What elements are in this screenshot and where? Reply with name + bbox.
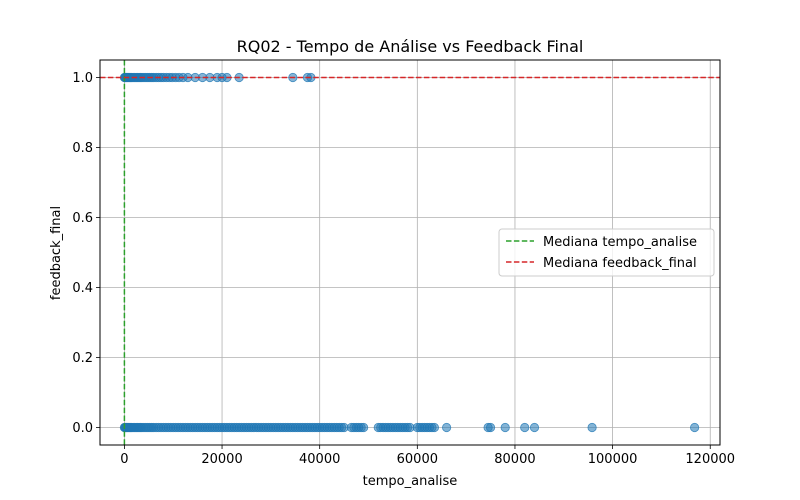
y-axis-label: feedback_final (49, 206, 64, 300)
data-point (485, 422, 496, 433)
x-tick-label: 100000 (588, 452, 638, 467)
x-axis-label: tempo_analise (363, 474, 458, 489)
legend-label-median-y: Mediana feedback_final (543, 256, 697, 271)
plot-frame (99, 59, 721, 446)
x-tick-label: 20000 (201, 452, 242, 467)
chart-title: RQ02 - Tempo de Análise vs Feedback Fina… (237, 37, 584, 56)
y-tick-label: 0.0 (72, 421, 93, 436)
data-points (119, 72, 700, 433)
x-axis-ticks: 0 20000 40000 60000 80000 100000 120000 (120, 445, 735, 467)
y-tick-label: 0.4 (72, 281, 93, 296)
x-tick-label: 0 (120, 452, 128, 467)
data-point (587, 422, 597, 433)
data-point (529, 422, 540, 433)
x-tick-label: 120000 (685, 452, 735, 467)
y-axis-ticks: 0.0 0.2 0.4 0.6 0.8 1.0 (72, 71, 100, 436)
legend-box (498, 228, 715, 277)
x-tick-label: 60000 (397, 452, 438, 467)
legend-label-median-x: Mediana tempo_analise (543, 235, 697, 250)
y-tick-label: 1.0 (72, 71, 93, 86)
x-tick-label: 80000 (494, 452, 535, 467)
data-point (359, 422, 369, 433)
y-tick-label: 0.2 (72, 351, 93, 366)
data-point (520, 422, 530, 433)
median-lines (100, 60, 720, 445)
legend: Mediana tempo_analise Mediana feedback_f… (498, 228, 715, 277)
y-tick-label: 0.8 (72, 141, 93, 156)
x-tick-label: 40000 (299, 452, 340, 467)
y-tick-label: 0.6 (72, 211, 93, 226)
data-point (690, 422, 700, 433)
data-point (429, 422, 440, 433)
data-point (442, 422, 452, 433)
data-point (500, 422, 510, 433)
